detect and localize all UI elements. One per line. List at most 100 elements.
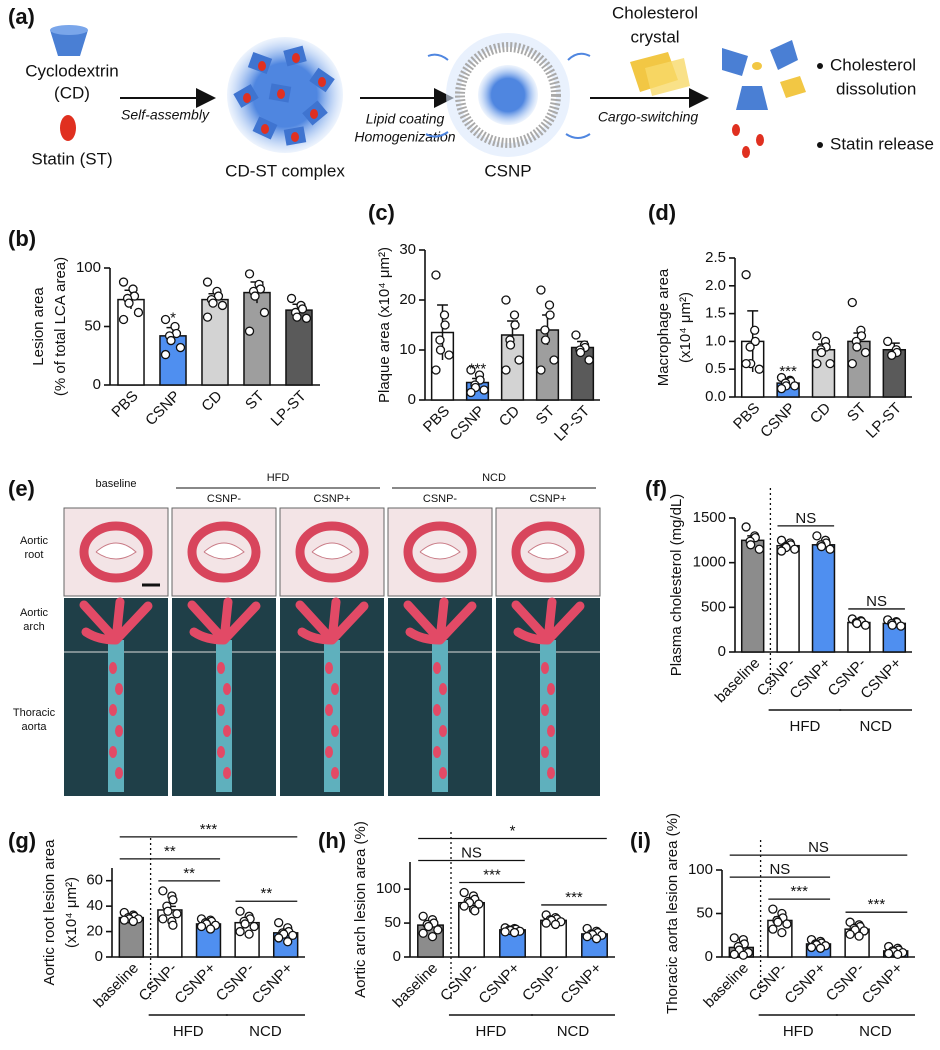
valve bbox=[95, 542, 137, 560]
data-point bbox=[435, 345, 446, 355]
cd-icon bbox=[50, 25, 88, 35]
label: dissolution bbox=[836, 79, 916, 98]
lesion-spot bbox=[223, 767, 231, 779]
y-tick-label: 0 bbox=[705, 948, 713, 965]
significance: ** bbox=[183, 865, 195, 882]
y-axis-label: Aortic arch lesion area (%) bbox=[352, 821, 369, 998]
data-point bbox=[883, 336, 893, 347]
panel-label: (d) bbox=[648, 200, 676, 225]
y-tick-label: 30 bbox=[399, 241, 416, 258]
data-point bbox=[591, 934, 602, 944]
data-point bbox=[776, 384, 787, 394]
lesion-ring bbox=[295, 521, 369, 583]
product-icon bbox=[736, 86, 768, 110]
data-point bbox=[754, 544, 764, 554]
bar bbox=[740, 539, 765, 653]
lesion-spot bbox=[541, 746, 549, 758]
data-point bbox=[163, 906, 173, 916]
group-label: HFD bbox=[790, 718, 821, 735]
data-point bbox=[439, 310, 450, 320]
y-tick-label: 20 bbox=[86, 923, 103, 940]
significance: *** bbox=[469, 360, 487, 377]
x-tick-label: CD bbox=[198, 388, 225, 415]
significance: NS bbox=[795, 510, 816, 527]
x-tick-label: baseline bbox=[700, 960, 752, 1012]
label: Homogenization bbox=[354, 129, 455, 145]
data-point bbox=[240, 919, 250, 929]
data-point bbox=[466, 387, 476, 398]
x-tick-label: CSNP+ bbox=[781, 959, 829, 1007]
y-tick-label: 0 bbox=[95, 948, 103, 965]
label: CD-ST complex bbox=[225, 161, 345, 180]
group-label: NCD bbox=[859, 718, 892, 735]
valve bbox=[203, 542, 245, 560]
data-point bbox=[509, 927, 520, 938]
label: Statin release bbox=[830, 134, 934, 153]
data-point bbox=[431, 270, 441, 280]
y-tick-label: 60 bbox=[86, 872, 103, 889]
data-point bbox=[217, 300, 228, 311]
y-tick-label: 0 bbox=[718, 643, 726, 660]
data-point bbox=[479, 385, 489, 395]
valve bbox=[527, 542, 569, 560]
y-axis-label: Plasma cholesterol (mg/dL) bbox=[668, 494, 685, 677]
bar bbox=[201, 298, 229, 386]
significance: *** bbox=[565, 889, 583, 906]
data-point bbox=[510, 320, 520, 330]
y-tick-label: 0 bbox=[393, 948, 401, 965]
data-point bbox=[427, 931, 438, 942]
valve bbox=[419, 542, 461, 560]
y-tick-label: 1500 bbox=[693, 509, 726, 526]
x-tick-label: baseline bbox=[390, 960, 442, 1012]
panel-label: (g) bbox=[8, 828, 36, 853]
row-label: aorta bbox=[21, 721, 47, 733]
data-point bbox=[274, 918, 284, 928]
column-label: baseline bbox=[96, 478, 137, 490]
data-point bbox=[790, 544, 800, 554]
label: Cyclodextrin bbox=[25, 61, 119, 80]
product-icon bbox=[770, 40, 798, 70]
data-point bbox=[847, 358, 857, 369]
product-icon bbox=[722, 48, 748, 76]
data-point bbox=[440, 320, 450, 330]
data-point bbox=[128, 916, 138, 927]
label: crystal bbox=[630, 27, 679, 46]
x-tick-label: CSNP- bbox=[519, 960, 564, 1005]
x-tick-label: LP-ST bbox=[551, 403, 593, 445]
label: Cholesterol bbox=[612, 3, 698, 22]
data-point bbox=[825, 358, 835, 369]
data-point bbox=[536, 365, 546, 375]
data-point bbox=[418, 928, 428, 938]
lesion-ring bbox=[187, 521, 261, 583]
data-point bbox=[812, 531, 822, 541]
data-point bbox=[544, 300, 555, 310]
data-point bbox=[729, 933, 739, 943]
data-point bbox=[418, 911, 428, 921]
row-label: Aortic bbox=[20, 535, 49, 547]
data-point bbox=[158, 886, 168, 896]
panel-label: (e) bbox=[8, 476, 35, 501]
data-point bbox=[431, 365, 441, 375]
data-point bbox=[244, 326, 255, 336]
vessel-branch bbox=[403, 597, 477, 645]
data-point bbox=[750, 336, 760, 347]
data-point bbox=[729, 949, 739, 960]
data-point bbox=[509, 310, 520, 320]
y-tick-label: 1000 bbox=[693, 554, 726, 571]
data-point bbox=[540, 335, 551, 345]
data-point bbox=[444, 350, 454, 360]
lesion-spot bbox=[547, 767, 555, 779]
data-point bbox=[741, 522, 751, 532]
significance: ** bbox=[261, 885, 273, 902]
data-point bbox=[160, 314, 171, 325]
column-label: CSNP+ bbox=[314, 493, 351, 505]
x-tick-label: CSNP bbox=[142, 388, 183, 429]
complex-icon bbox=[243, 53, 326, 142]
row-label: Aortic bbox=[20, 607, 49, 619]
data-point bbox=[283, 937, 293, 947]
data-point bbox=[274, 933, 284, 943]
y-tick-label: 2.5 bbox=[705, 249, 726, 266]
data-point bbox=[746, 540, 756, 550]
column-label: CSNP+ bbox=[530, 493, 567, 505]
